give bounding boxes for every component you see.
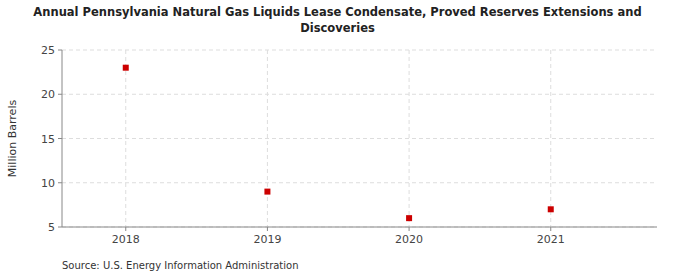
x-tick-label: 2021 <box>537 233 565 246</box>
x-tick-label: 2019 <box>253 233 281 246</box>
annotation: Source: U.S. Energy Information Administ… <box>62 260 299 271</box>
title: Annual Pennsylvania Natural Gas Liquids … <box>33 5 641 19</box>
point <box>123 65 129 71</box>
grid-line-y <box>62 138 657 139</box>
x-tick <box>125 227 126 231</box>
point <box>548 206 554 212</box>
grid-line-y <box>62 50 657 51</box>
grid <box>62 50 657 227</box>
y-tick <box>58 182 62 183</box>
chart: Annual Pennsylvania Natural Gas Liquids … <box>0 0 675 275</box>
grid-line-x <box>125 50 126 227</box>
x-tick-label: 2020 <box>395 233 423 246</box>
grid-line-y <box>62 227 657 228</box>
y-axis-label: Million Barrels <box>6 100 19 178</box>
y-tick <box>58 50 62 51</box>
y-tick <box>58 138 62 139</box>
y-tick-label: 5 <box>48 221 55 234</box>
y-tick-label: 15 <box>41 133 55 146</box>
points <box>123 65 554 221</box>
y-tick-label: 10 <box>41 177 55 190</box>
subtitle: Discoveries <box>300 21 375 35</box>
grid-line-x <box>409 50 410 227</box>
x-tick <box>550 227 551 231</box>
x-tick <box>267 227 268 231</box>
grid-line-y <box>62 94 657 95</box>
grid-line-x <box>550 50 551 227</box>
y-tick <box>58 94 62 95</box>
x-axis-line <box>62 227 657 228</box>
y-tick-label: 20 <box>41 88 55 101</box>
x-tick-label: 2018 <box>112 233 140 246</box>
grid-line-x <box>267 50 268 227</box>
point <box>406 215 412 221</box>
x-tick <box>409 227 410 231</box>
grid-line-y <box>62 182 657 183</box>
y-tick-label: 25 <box>41 44 55 57</box>
y-tick <box>58 227 62 228</box>
point <box>264 189 270 195</box>
